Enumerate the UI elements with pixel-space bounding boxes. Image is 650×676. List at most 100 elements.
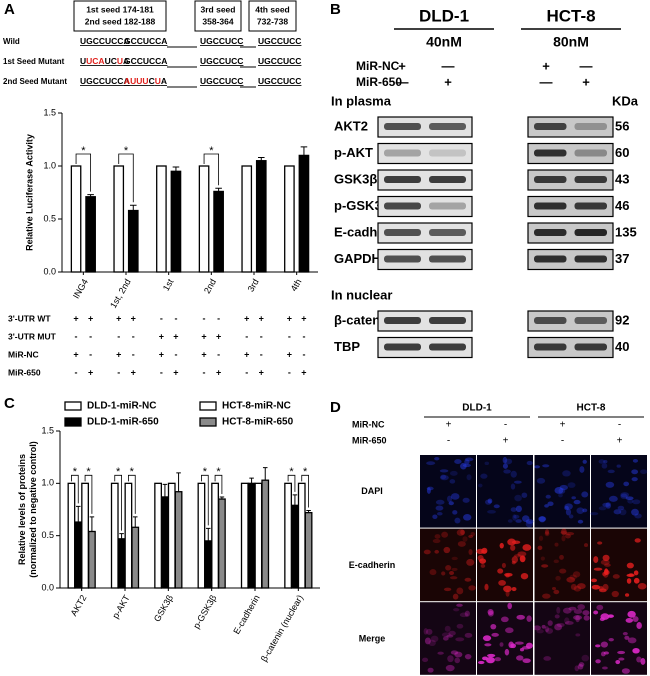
cell <box>607 614 614 618</box>
panel-label: C <box>4 395 15 412</box>
cell <box>627 498 634 504</box>
cell <box>562 470 571 477</box>
cell <box>435 505 444 511</box>
cell <box>584 543 589 548</box>
significance-bracket <box>301 474 309 508</box>
bar <box>254 482 263 589</box>
treatment-label: MiR-650 <box>356 75 402 89</box>
table-sign: + <box>287 349 292 359</box>
cell <box>620 492 630 498</box>
cell <box>436 511 443 516</box>
sequence-piece: UGCCUCC <box>258 36 301 46</box>
cell <box>544 626 550 633</box>
cell <box>449 470 458 476</box>
blot-band <box>429 343 466 351</box>
bar <box>291 504 299 589</box>
cell <box>490 624 497 630</box>
row-label: E-cadherin <box>349 560 396 570</box>
table-sign: + <box>216 367 221 377</box>
cell <box>429 569 437 576</box>
cell <box>608 495 618 502</box>
sequence: UGCCUCCA <box>80 76 130 86</box>
sequence: UGCCUCC <box>258 56 301 66</box>
cell <box>564 503 573 510</box>
significance-bracket <box>201 474 209 526</box>
bar <box>240 482 249 589</box>
table-label: MiR-650 <box>8 367 41 377</box>
error-bar <box>215 187 222 192</box>
table-sign: + <box>116 313 121 323</box>
table-sign: - <box>217 349 220 359</box>
seed-box <box>248 0 297 32</box>
x-tick-label: p-GSK3β <box>191 593 218 630</box>
table-sign: + <box>287 313 292 323</box>
table-sign: - <box>160 313 163 323</box>
cell <box>503 585 512 593</box>
cell <box>423 549 431 555</box>
cell <box>521 492 528 498</box>
cell <box>598 459 605 464</box>
cell-line: HCT-8 <box>577 403 606 414</box>
seed-box <box>194 0 242 32</box>
cell <box>554 614 560 619</box>
bar <box>218 498 226 589</box>
table-sign: + <box>159 349 164 359</box>
sequence-piece: UGCCUCCA <box>80 36 130 46</box>
table-sign: + <box>244 349 249 359</box>
blot <box>377 336 473 359</box>
kda-label: 43 <box>615 171 629 186</box>
micrograph <box>534 528 590 602</box>
cell <box>504 648 510 656</box>
significance-star: * <box>289 466 294 478</box>
cell <box>603 459 608 464</box>
cell <box>488 610 494 617</box>
blot-band <box>429 317 466 324</box>
blot-band <box>384 255 421 263</box>
cell <box>554 542 559 547</box>
sequence-piece: U <box>117 56 123 66</box>
y-tick-label: 1.0 <box>41 478 54 488</box>
kda-label: 40 <box>615 339 629 354</box>
cell <box>624 635 630 640</box>
cell <box>444 625 451 632</box>
table-sign: - <box>75 331 78 341</box>
row-label: 1st Seed Mutant <box>3 57 65 66</box>
cell <box>611 590 619 598</box>
cell <box>470 531 475 537</box>
cell <box>498 580 506 586</box>
cell-line: DLD-1 <box>419 6 469 25</box>
blot-band <box>384 317 421 324</box>
cell <box>514 494 522 502</box>
cell <box>445 565 452 571</box>
kda-label: 56 <box>615 118 629 133</box>
cell <box>547 620 553 626</box>
blot-band <box>574 176 607 183</box>
error-bar <box>75 505 81 523</box>
sequence-piece: UGCCUCC <box>200 76 243 86</box>
treatment-sign: — <box>396 74 409 89</box>
cell <box>589 512 599 516</box>
table-sign: + <box>301 367 306 377</box>
significance-bracket <box>71 474 79 504</box>
cell <box>462 497 470 503</box>
cell <box>491 632 499 637</box>
bar <box>127 209 139 273</box>
cell <box>608 638 614 642</box>
cell <box>514 641 524 645</box>
legend-label: DLD-1-miR-650 <box>87 417 159 428</box>
cell <box>499 542 504 549</box>
section-title: In nuclear <box>331 287 392 302</box>
cell <box>536 477 546 484</box>
cell <box>603 569 610 575</box>
cell <box>482 635 492 642</box>
dose: 80nM <box>553 34 589 50</box>
treatment-sign: - <box>447 436 450 447</box>
treatment-label: MiR-NC <box>352 419 385 429</box>
table-sign: + <box>259 313 264 323</box>
cell <box>628 573 634 577</box>
sequence: UUCAUCUA <box>80 56 129 66</box>
cell <box>615 659 621 665</box>
cell <box>607 469 615 474</box>
cell <box>622 631 628 636</box>
cell <box>579 466 585 473</box>
